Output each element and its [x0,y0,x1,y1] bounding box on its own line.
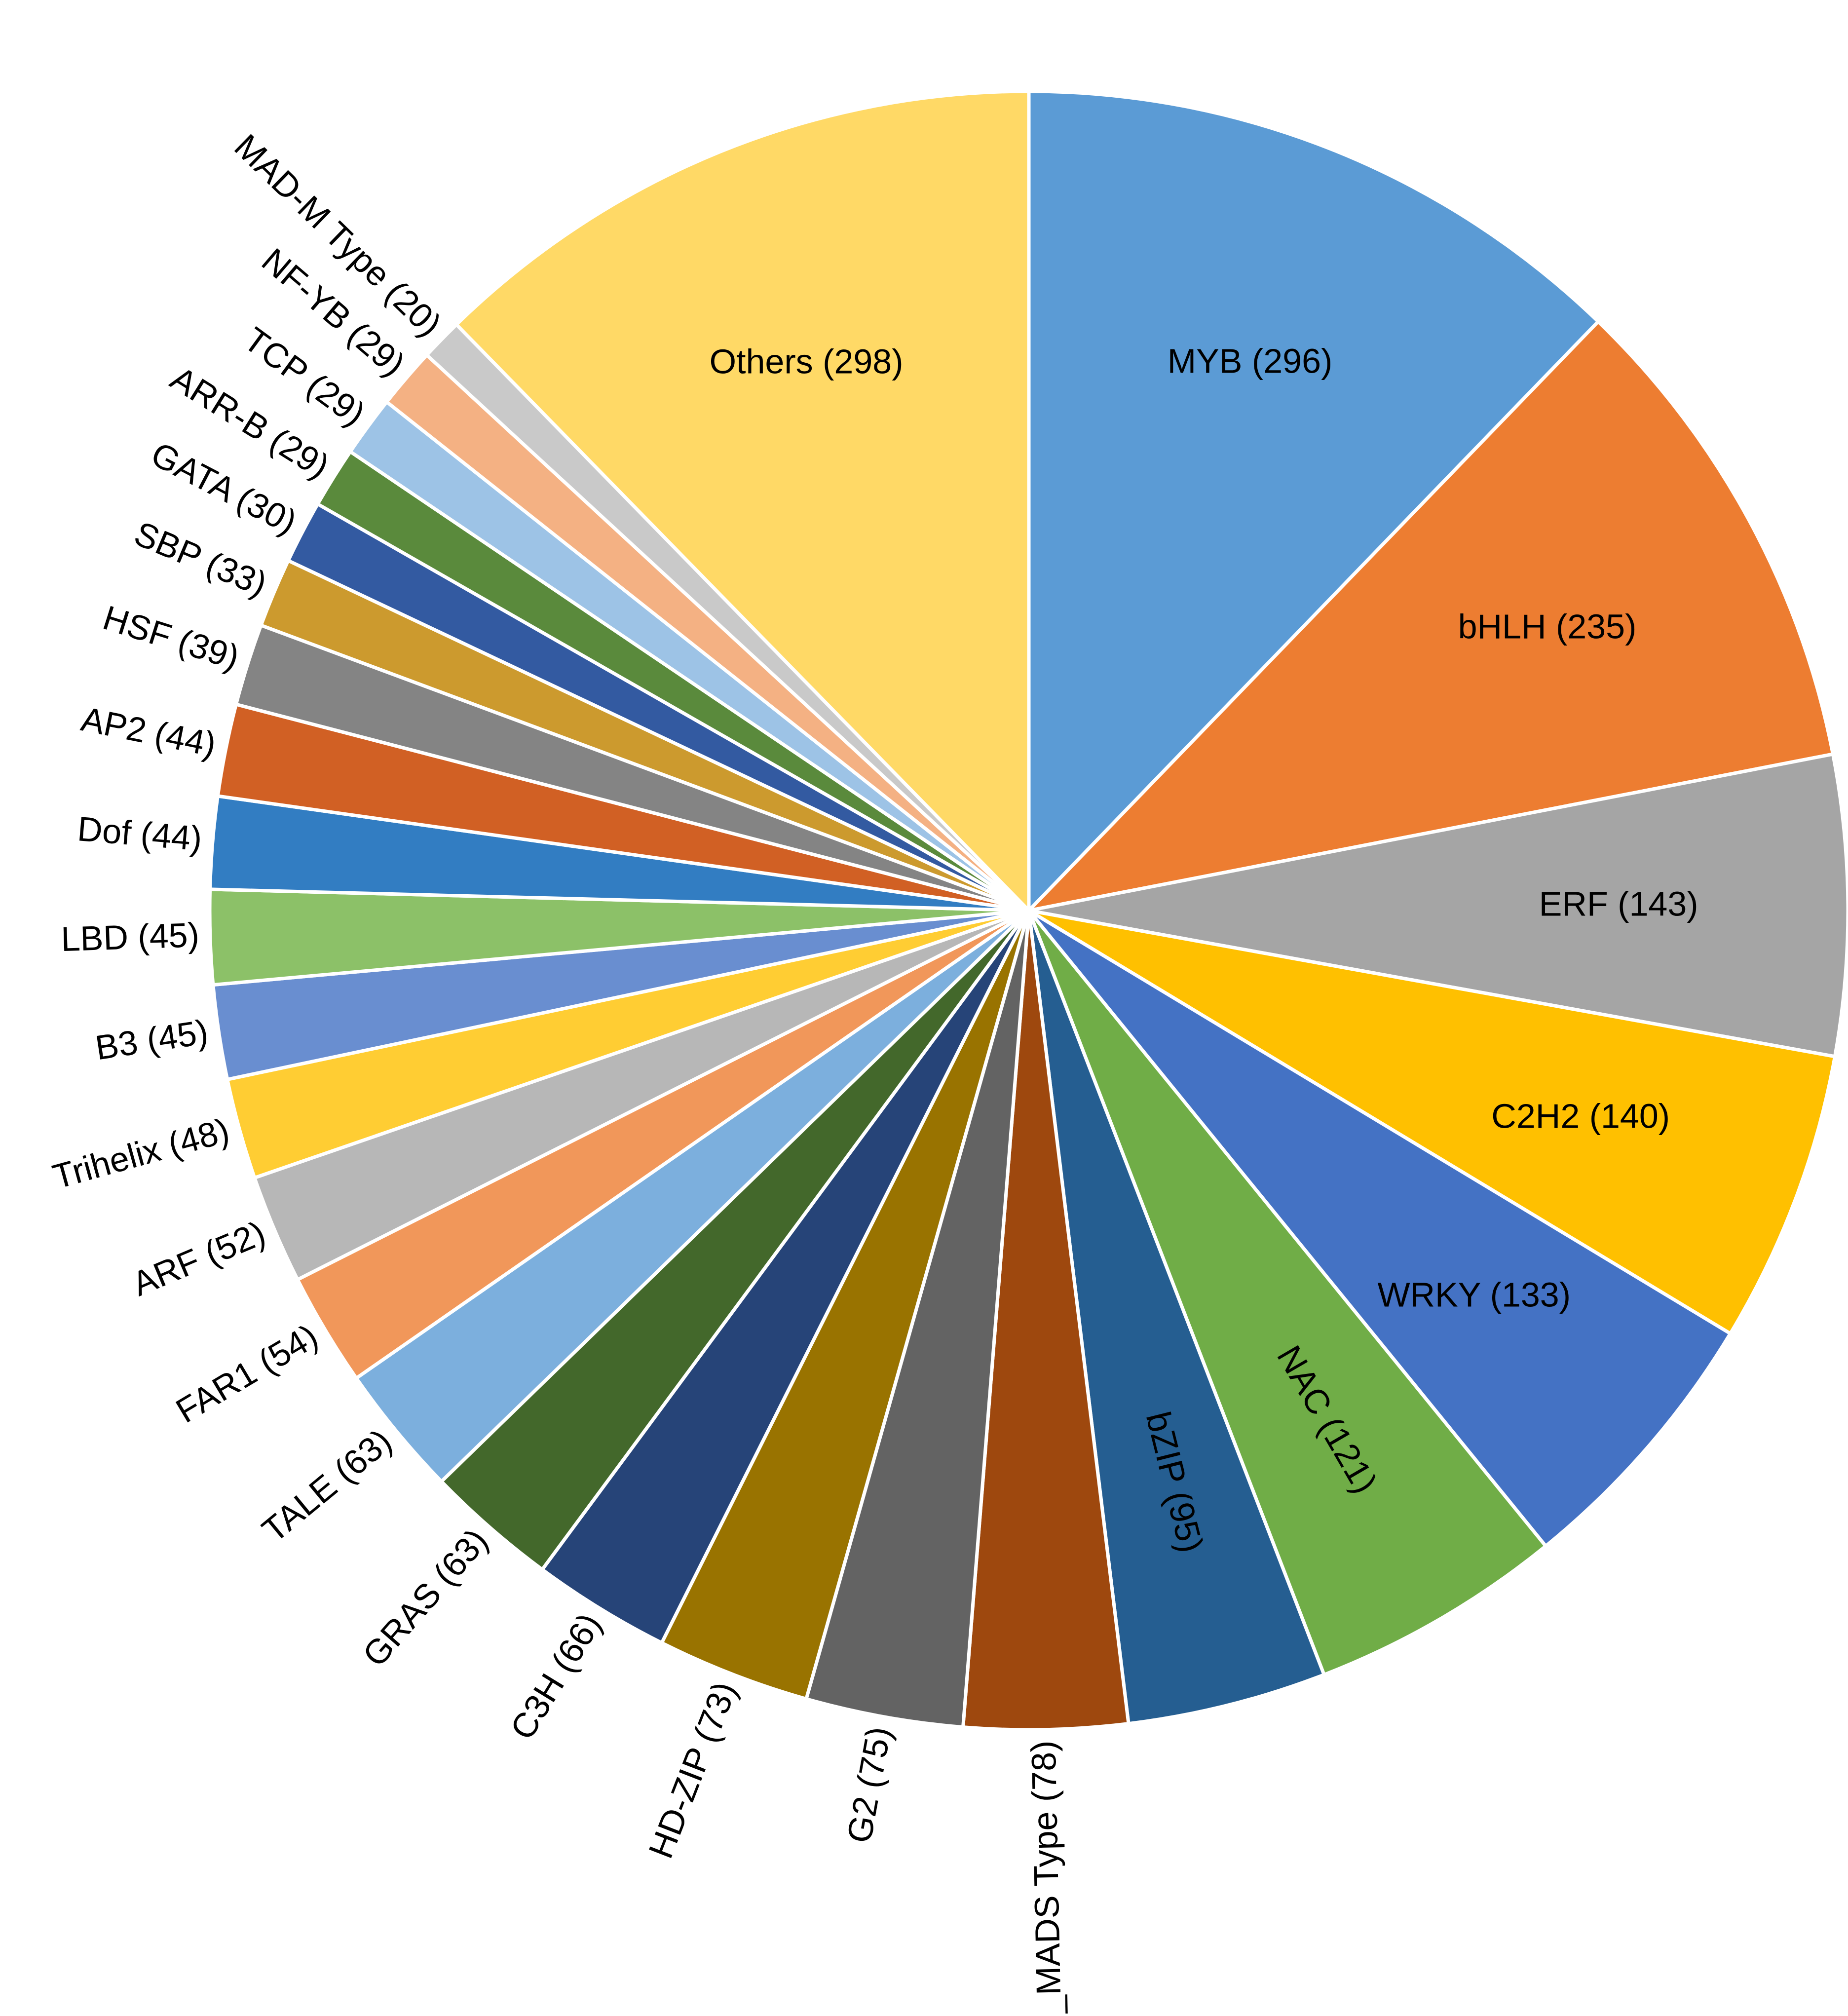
slice-wrky [1027,909,1733,1548]
slice-bzip [1027,909,1326,1726]
label-wrky: WRKY (133) [1377,1275,1571,1314]
label-sbp: SBP (33) [129,514,272,604]
label-dof: Dof (44) [76,809,203,858]
label-ap2: AP2 (44) [78,699,219,764]
slice-hd-zip [660,909,1031,1701]
slice-g2 [804,909,1031,1729]
label-hsf: HSF (39) [99,598,244,677]
label-myb: MYB (296) [1168,342,1333,380]
label-c2h2: C2H2 (140) [1491,1097,1670,1136]
slice-myb [1027,89,1600,913]
label-tale: TALE (63) [255,1421,399,1550]
slice-bhlh [1027,320,1835,913]
label-g2: G2 (75) [840,1724,899,1846]
label-mikc-mads-type: MIKC_MADS Type (78) [1024,1740,1070,2014]
label-far1: FAR1 (54) [169,1317,324,1430]
label-bhlh: bHLH (235) [1458,607,1637,646]
slice-nac [1027,909,1547,1676]
slice-mikc-mads-type [961,909,1131,1732]
slice-c3h [540,909,1031,1645]
label-arf: ARF (52) [127,1214,271,1303]
label-others: Others (298) [710,342,904,381]
pie-slices [208,89,1848,1732]
slice-others [454,89,1031,913]
label-c3h: C3H (66) [503,1606,609,1746]
label-trihelix: Trihelix (48) [48,1111,233,1196]
slice-c2h2 [1027,909,1837,1335]
label-hd-zip: HD-ZIP (73) [641,1676,744,1864]
label-gras: GRAS (63) [355,1522,495,1674]
label-b3: B3 (45) [93,1012,211,1067]
label-lbd: LBD (45) [60,915,199,958]
label-erf: ERF (143) [1539,885,1698,923]
